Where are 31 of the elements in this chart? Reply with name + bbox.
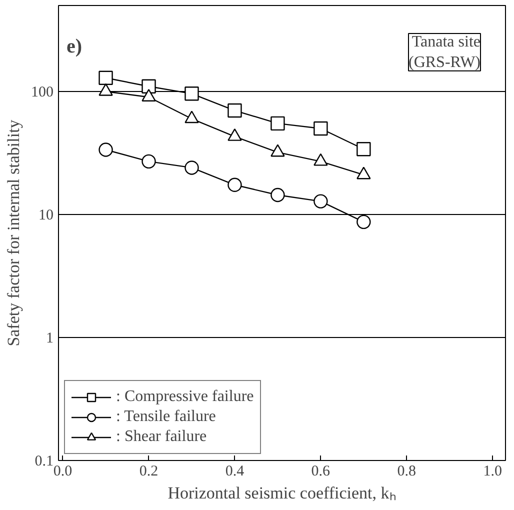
y-axis-title: Safety factor for internal stability — [4, 119, 23, 346]
annotation: Tanata site (GRS-RW) — [408, 34, 480, 71]
point — [356, 142, 371, 156]
x-tick-label: 1.0 — [483, 464, 502, 480]
point — [184, 160, 199, 175]
x-tick-label: 0.4 — [225, 464, 245, 480]
x-tick-label: 0.6 — [311, 464, 331, 480]
annotation: e) — [66, 36, 82, 58]
y-tick-label: 100 — [31, 84, 54, 100]
point — [98, 70, 113, 85]
point — [270, 188, 285, 202]
point — [142, 154, 156, 169]
legend-label: : Tensile failure — [116, 408, 216, 426]
point — [356, 214, 371, 230]
point — [228, 178, 242, 192]
point — [142, 79, 156, 94]
legend-label: : Shear failure — [116, 428, 207, 446]
x-tick-label: 0.8 — [397, 464, 416, 480]
y-tick-label: 0.1 — [34, 454, 54, 470]
legend-label: : Compressive failure — [116, 388, 254, 406]
x-axis-title: Horizontal seismic coefficient, kₕ — [168, 484, 396, 502]
point — [184, 86, 199, 101]
x-tick-label: 0.0 — [53, 464, 72, 480]
y-tick-label: 10 — [38, 207, 54, 224]
y-tick-label: 1 — [46, 330, 54, 346]
point — [98, 142, 113, 157]
point — [270, 116, 285, 131]
x-tick-label: 0.2 — [139, 464, 158, 480]
point — [228, 103, 242, 118]
point — [314, 121, 328, 136]
point — [314, 194, 328, 208]
